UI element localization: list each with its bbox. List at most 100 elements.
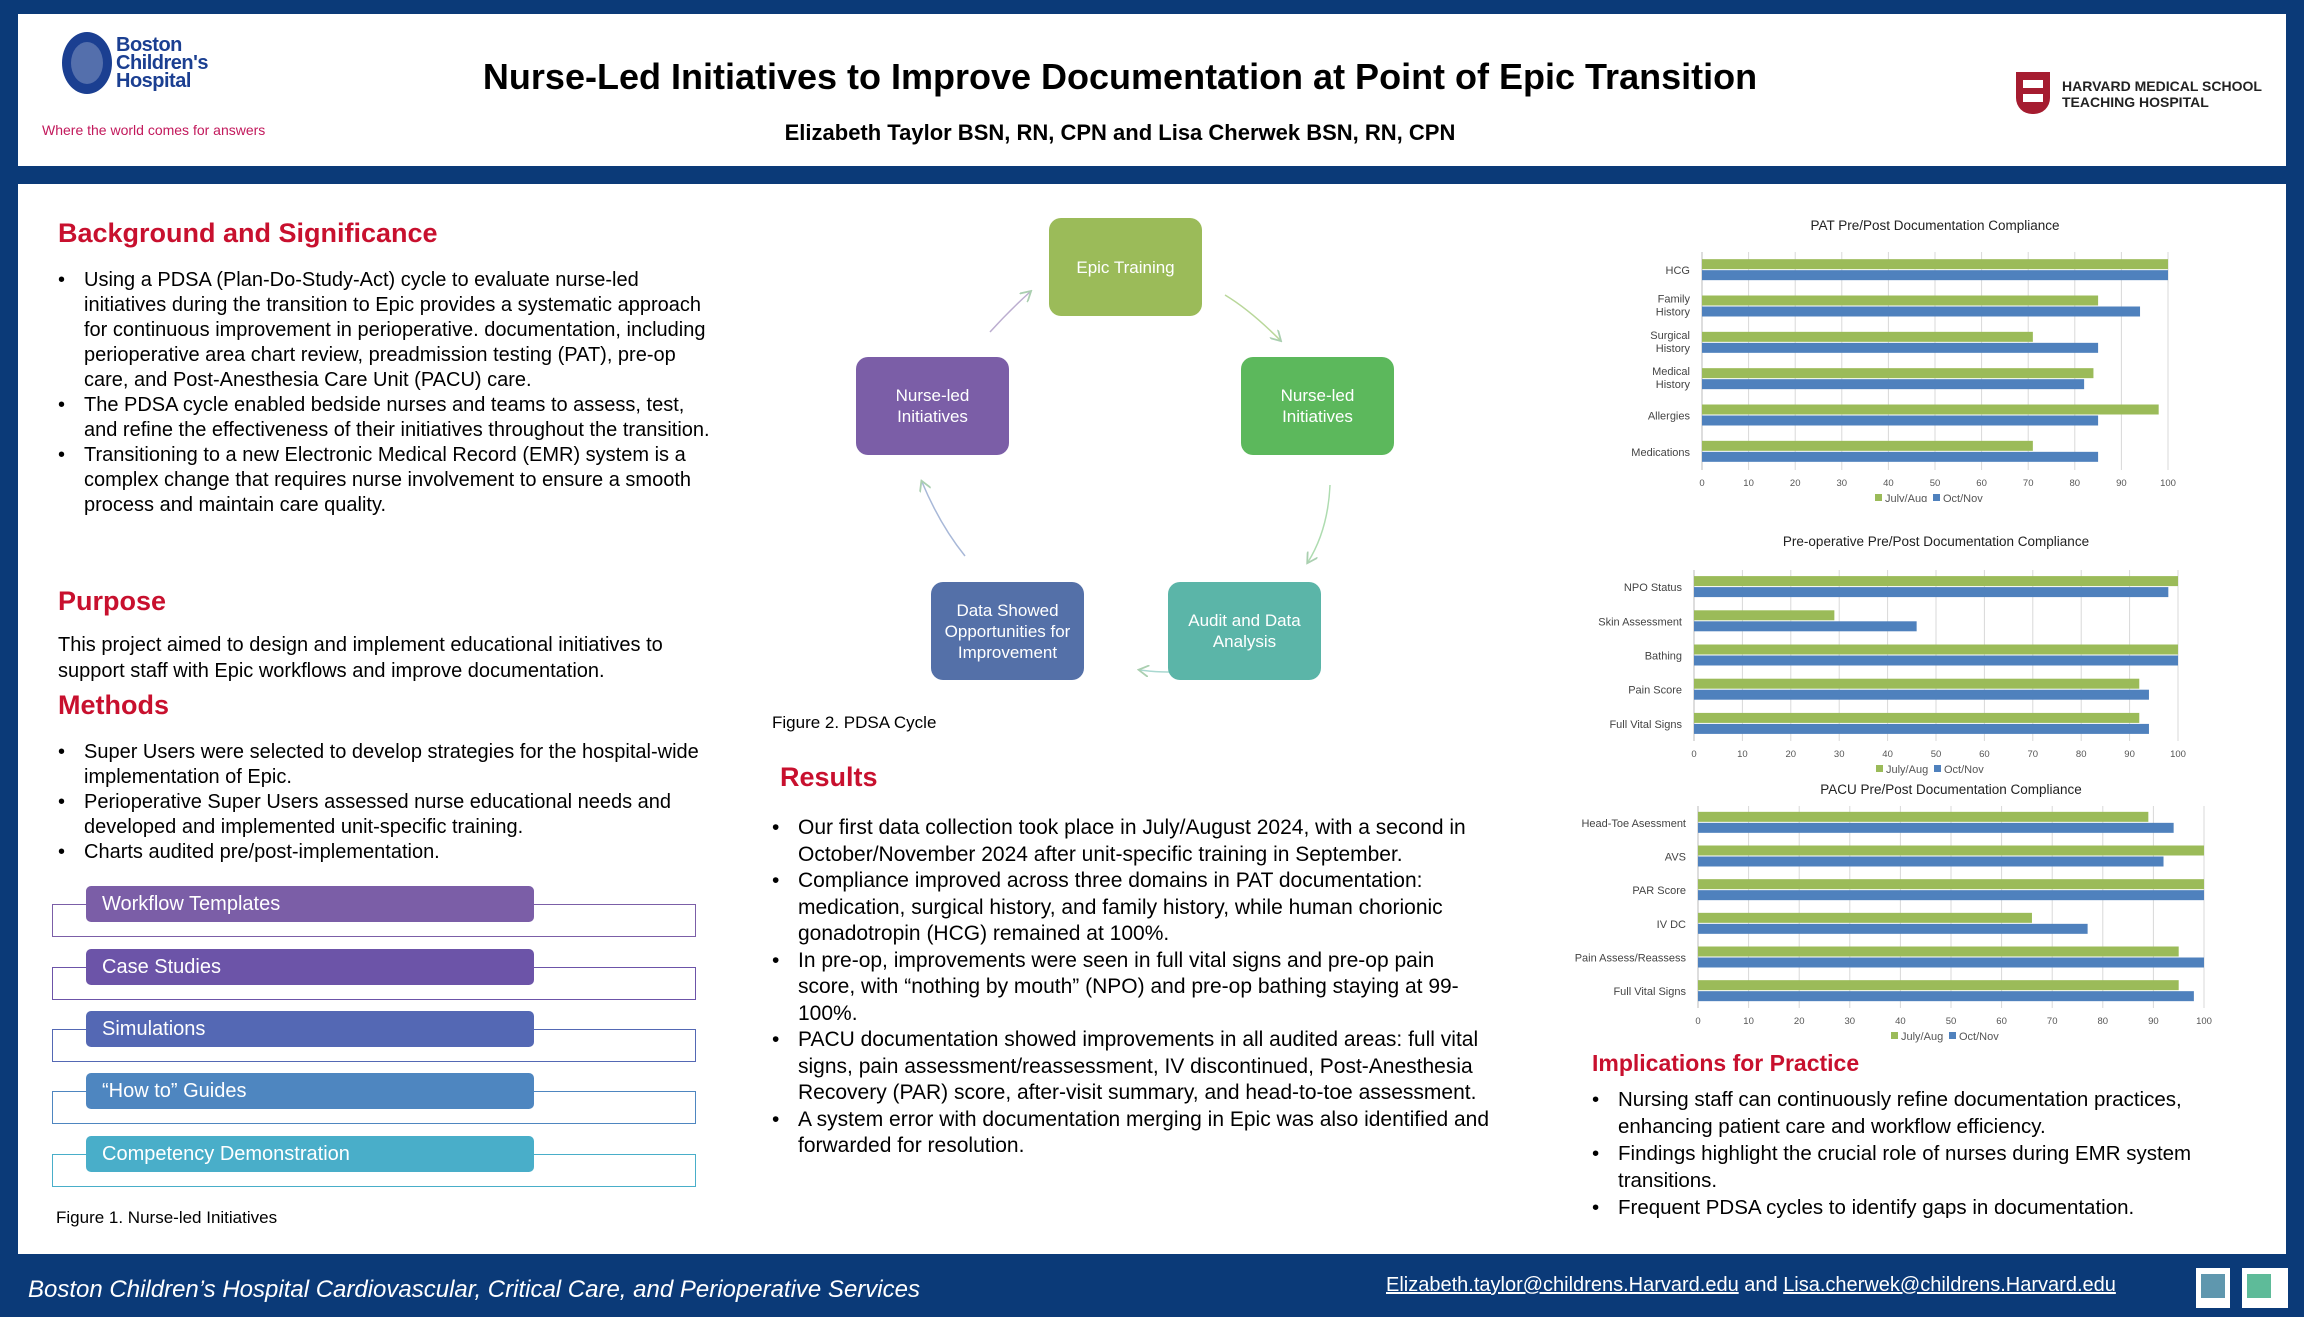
pdsa-step-nurse-led-initiatives: Nurse-led Initiatives <box>856 357 1009 455</box>
cycle-arrow <box>989 292 1030 333</box>
org-name: Boston Children's Hospital <box>116 34 209 91</box>
purpose-heading: Purpose <box>58 586 167 616</box>
initiative-item: Competency Demonstration <box>52 1136 696 1192</box>
tick-label: 100 <box>2160 478 2176 489</box>
org-name-line: Boston <box>116 34 182 56</box>
tick-label: 40 <box>1883 478 1894 489</box>
tick-label: 90 <box>2148 1016 2159 1027</box>
list-item: Our first data collection took place in … <box>770 815 1490 868</box>
bar <box>1698 946 2179 957</box>
bar <box>1698 845 2204 856</box>
category-label: Pain Score <box>1628 685 1682 697</box>
list-item: Using a PDSA (Plan-Do-Study-Act) cycle t… <box>56 268 718 393</box>
cycle-arrow <box>922 482 966 557</box>
category-label: Medical <box>1652 366 1690 378</box>
tick-label: 10 <box>1737 749 1748 760</box>
category-label: Pain Assess/Reassess <box>1575 953 1687 965</box>
bar <box>1694 610 1835 621</box>
initiative-item: Workflow Templates <box>52 886 696 942</box>
bar <box>1702 404 2159 415</box>
category-label: PAR Score <box>1632 885 1686 897</box>
chart-title: PAT Pre/Post Documentation Compliance <box>1810 218 2059 233</box>
bar <box>1702 295 2099 306</box>
bar-chart: PACU Pre/Post Documentation Compliance 0 1… <box>1575 782 2212 1043</box>
tick-label: 60 <box>1976 478 1987 489</box>
email-link[interactable]: Lisa.cherwek@childrens.Harvard.edu <box>1783 1274 2116 1296</box>
list-item: Transitioning to a new Electronic Medica… <box>56 443 718 518</box>
category-label: History <box>1656 379 1691 391</box>
list-item: Frequent PDSA cycles to identify gaps in… <box>1590 1194 2230 1221</box>
list-item: Findings highlight the crucial role of n… <box>1590 1140 2230 1194</box>
initiative-item: “How to” Guides <box>52 1073 696 1129</box>
bar <box>1694 621 1917 632</box>
bar <box>1694 644 2178 655</box>
org-name-line: Children's <box>116 52 209 74</box>
harvard-medical-school-logo: HARVARD MEDICAL SCHOOL TEACHING HOSPITAL <box>2016 72 2276 116</box>
legend-label: July/Aug <box>1885 493 1927 502</box>
bar <box>1694 678 2140 689</box>
bar <box>1698 980 2179 991</box>
email-link[interactable]: Elizabeth.taylor@childrens.Harvard.edu <box>1386 1274 1739 1296</box>
tick-label: 90 <box>2124 749 2135 760</box>
partner-line: TEACHING HOSPITAL <box>2062 94 2209 110</box>
chart-title: PACU Pre/Post Documentation Compliance <box>1820 782 2082 797</box>
partner-line: HARVARD MEDICAL SCHOOL <box>2062 78 2262 94</box>
tick-label: 80 <box>2076 749 2087 760</box>
tick-label: 50 <box>1930 478 1941 489</box>
purpose-text: This project aimed to design and impleme… <box>58 634 663 682</box>
tick-label: 70 <box>2023 478 2034 489</box>
category-label: Full Vital Signs <box>1609 719 1682 731</box>
legend-swatch <box>1876 765 1883 772</box>
tick-label: 30 <box>1845 1016 1856 1027</box>
category-label: History <box>1656 307 1691 319</box>
bar <box>1698 957 2204 968</box>
footer-contacts: Elizabeth.taylor@childrens.Harvard.edu a… <box>1386 1274 2116 1297</box>
list-item: Super Users were selected to develop str… <box>56 740 728 790</box>
tick-label: 60 <box>1996 1016 2007 1027</box>
bar <box>1694 712 2140 723</box>
bar-chart: Pre-operative Pre/Post Documentation Com… <box>1598 534 2186 776</box>
bar <box>1698 923 2088 934</box>
legend-swatch <box>1933 494 1940 501</box>
results-heading: Results <box>780 762 878 792</box>
tick-label: 90 <box>2116 478 2127 489</box>
category-label: Full Vital Signs <box>1613 986 1686 998</box>
tick-label: 50 <box>1946 1016 1957 1027</box>
bar <box>1698 856 2164 867</box>
implications-heading: Implications for Practice <box>1592 1050 1860 1076</box>
initiative-item: Case Studies <box>52 949 696 1005</box>
legend-label: Oct/Nov <box>1943 493 1983 502</box>
magnet-logo-icon <box>2242 1268 2288 1308</box>
legend-label: July/Aug <box>1886 764 1928 776</box>
category-label: History <box>1656 343 1691 355</box>
methods-heading: Methods <box>58 690 169 720</box>
tick-label: 10 <box>1743 1016 1754 1027</box>
contact-joiner: and <box>1738 1274 1784 1296</box>
tick-label: 40 <box>1882 749 1893 760</box>
bar <box>1702 415 2099 426</box>
bch-seal-icon <box>62 32 112 94</box>
tick-label: 60 <box>1979 749 1990 760</box>
bar <box>1694 723 2149 734</box>
bar <box>1698 879 2204 890</box>
tick-label: 0 <box>1695 1016 1700 1027</box>
category-label: Surgical <box>1650 330 1690 342</box>
background-heading: Background and Significance <box>58 218 438 248</box>
accreditation-logo-icon <box>2196 1268 2230 1308</box>
tick-label: 70 <box>2047 1016 2058 1027</box>
tick-label: 100 <box>2170 749 2186 760</box>
bar <box>1698 912 2032 923</box>
implications-list: Nursing staff can continuously refine do… <box>1590 1086 2230 1221</box>
results-list: Our first data collection took place in … <box>770 815 1490 1160</box>
bar <box>1702 259 2168 270</box>
list-item: Nursing staff can continuously refine do… <box>1590 1086 2230 1140</box>
cycle-arrow <box>1224 294 1280 340</box>
category-label: IV DC <box>1657 919 1686 931</box>
bar <box>1702 440 2033 451</box>
bar <box>1698 822 2174 833</box>
bar <box>1702 379 2085 390</box>
legend-swatch <box>1875 494 1882 501</box>
tick-label: 0 <box>1699 478 1704 489</box>
tick-label: 0 <box>1691 749 1696 760</box>
legend-swatch <box>1891 1032 1898 1039</box>
